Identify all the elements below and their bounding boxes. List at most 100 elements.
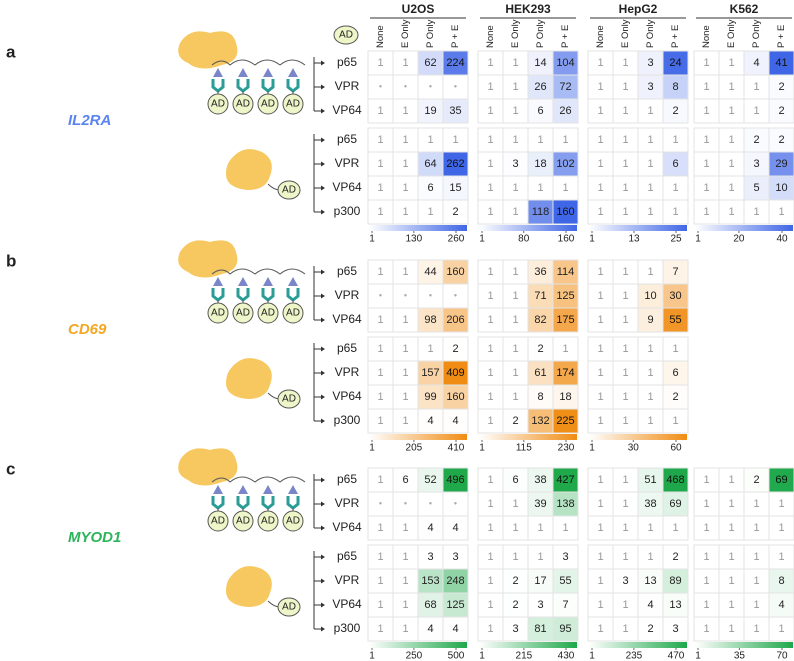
cell-value: 2 (778, 134, 784, 146)
cell-value: 1 (728, 105, 734, 117)
cell-value: 38 (644, 498, 656, 510)
cell (662, 467, 689, 493)
cell-value: 1 (487, 551, 493, 563)
cell (527, 336, 554, 362)
cell (502, 199, 529, 225)
cell-value: 1 (537, 182, 543, 194)
cell-value: 427 (556, 474, 574, 486)
cell (442, 384, 469, 410)
cell-value: 4 (452, 522, 458, 534)
missing-label: • (379, 290, 382, 300)
arrow-head (321, 317, 325, 323)
cell (392, 199, 419, 225)
row-label: VPR (335, 573, 360, 587)
cell-value: 1 (597, 522, 603, 534)
cell-value: 1 (703, 522, 709, 534)
cell-value: 26 (559, 105, 571, 117)
cell-value: 8 (672, 81, 678, 93)
cell (392, 467, 419, 493)
cell (768, 175, 794, 201)
ad-label: AD (261, 99, 275, 110)
cell-value: 52 (424, 474, 436, 486)
row-label: p300 (334, 204, 361, 218)
cell-value: 18 (534, 158, 546, 170)
cell-value: 10 (775, 182, 787, 194)
cell-value: 1 (487, 599, 493, 611)
cell-value: 2 (672, 105, 678, 117)
colorbar-tick-label: 60 (670, 443, 682, 454)
cell-value: 6 (537, 105, 543, 117)
row-label: p65 (337, 549, 357, 563)
ad-domain (257, 302, 279, 324)
ad-label: AD (286, 516, 300, 527)
colorbar-tick-label: 30 (628, 443, 640, 454)
cell-value: 44 (424, 266, 436, 278)
cell (392, 336, 419, 362)
missing-label: • (404, 81, 407, 91)
arrow-head (321, 554, 325, 560)
cell-value: 1 (402, 551, 408, 563)
cell-value: 1 (377, 266, 383, 278)
missing-label: • (454, 290, 457, 300)
cell-value: 1 (512, 391, 518, 403)
cell (527, 384, 554, 410)
cell (693, 151, 720, 177)
colorbar-tick-label: 1 (369, 651, 375, 661)
cell (768, 568, 794, 594)
cell-value: 1 (402, 391, 408, 403)
row-label: VP64 (332, 597, 362, 611)
column-label: E Only (400, 19, 411, 48)
cell-value: 2 (753, 474, 759, 486)
colorbar-tick-label: 80 (518, 234, 530, 245)
cell-value: 3 (753, 158, 759, 170)
cell-value: 3 (512, 158, 518, 170)
column-label: None (485, 25, 496, 48)
cell (477, 515, 504, 541)
cell (612, 151, 639, 177)
cell-value: 2 (778, 81, 784, 93)
cell-value: 6 (672, 367, 678, 379)
cell (768, 515, 794, 541)
missing-label: • (404, 290, 407, 300)
column-label: None (595, 25, 606, 48)
cell-value: 1 (597, 206, 603, 218)
cell-line-label: K562 (730, 2, 759, 16)
colorbar-tick-label: 40 (776, 234, 788, 245)
colorbar (589, 642, 687, 648)
cell-value: 1 (512, 81, 518, 93)
cell-value: 2 (753, 134, 759, 146)
cell-value: 1 (537, 551, 543, 563)
column-label: P + E (776, 25, 787, 48)
cell (552, 515, 579, 541)
colorbar (589, 225, 687, 231)
cell (367, 151, 394, 177)
cell-value: 1 (703, 599, 709, 611)
antibody (236, 496, 250, 510)
cell-value: 1 (703, 105, 709, 117)
ad-domain (207, 93, 229, 115)
cell-value: 2 (512, 599, 518, 611)
cell (552, 408, 579, 434)
cell-value: 1 (597, 391, 603, 403)
cell-value: 4 (452, 415, 458, 427)
row-label: VPR (335, 156, 360, 170)
ad-domain (277, 597, 301, 617)
colorbar (479, 434, 577, 440)
cell-value: 1 (647, 522, 653, 534)
arrow-head (321, 626, 325, 632)
cell-value: 1 (377, 599, 383, 611)
cell (743, 592, 770, 618)
cell-value: 125 (556, 290, 574, 302)
colorbar-tick-label: 235 (626, 651, 643, 661)
cell-value: 1 (487, 415, 493, 427)
arrow-head (321, 525, 325, 531)
column-label: E Only (620, 19, 631, 48)
cell-value: 4 (647, 599, 653, 611)
ad-domain (257, 93, 279, 115)
row-label: VP64 (332, 520, 362, 534)
cell (502, 98, 529, 124)
cell-value: 1 (487, 134, 493, 146)
cell-value: 1 (728, 623, 734, 635)
scaffold (211, 268, 306, 275)
cell (367, 544, 394, 570)
